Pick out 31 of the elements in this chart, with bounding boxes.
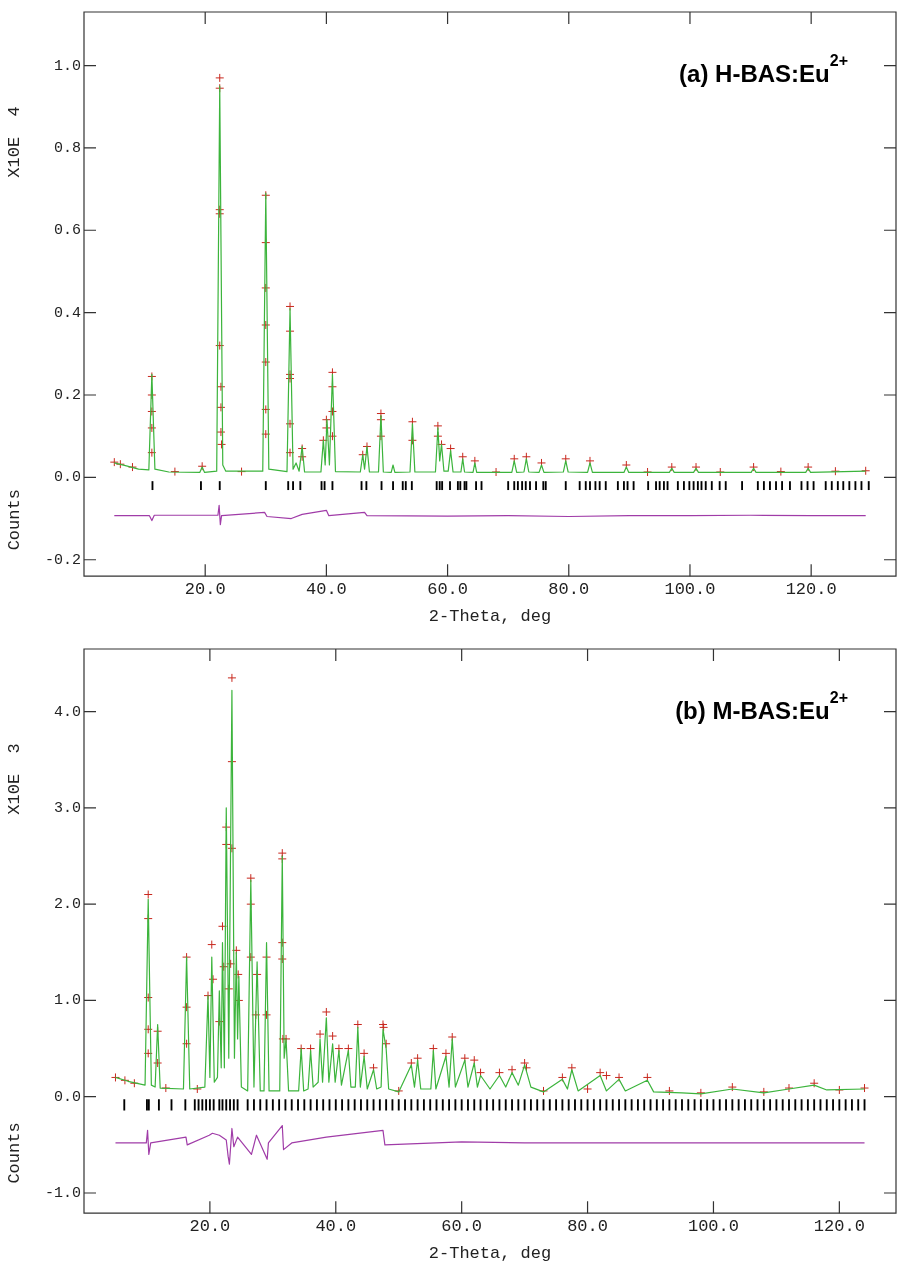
- x-tick-label: 120.0: [785, 579, 837, 599]
- y-tick-label: -1.0: [44, 1184, 81, 1202]
- y-tick-label: 0.2: [53, 386, 81, 404]
- x-tick-label: 60.0: [441, 1216, 483, 1236]
- y-tick-label: 0.0: [53, 1088, 81, 1106]
- y-tick-label: 0.6: [53, 222, 81, 240]
- y-tick-label: 1.0: [53, 992, 81, 1010]
- y-tick-label: -0.2: [44, 551, 81, 569]
- text: X10E 4: [4, 106, 24, 178]
- x-tick-label: 40.0: [315, 1216, 357, 1236]
- x-tick-label: 80.0: [548, 579, 590, 599]
- x-tick-label: 20.0: [189, 1216, 231, 1236]
- y-tick-label: 0.4: [53, 304, 81, 322]
- y-tick-label: 0.0: [53, 469, 81, 487]
- x-tick-label: 120.0: [813, 1216, 865, 1236]
- x-tick-label: 40.0: [305, 579, 347, 599]
- x-tick-label: 100.0: [687, 1216, 739, 1236]
- y-tick-label: 3.0: [53, 799, 81, 817]
- x-axis-title: 2-Theta, deg: [428, 607, 552, 627]
- x-tick-label: 80.0: [567, 1216, 608, 1236]
- x-tick-label: 60.0: [427, 579, 468, 599]
- y-tick-label: 0.8: [53, 139, 81, 157]
- y-axis-title: Counts: [4, 1122, 24, 1184]
- x-tick-label: 100.0: [664, 579, 716, 599]
- x-axis-title: 2-Theta, deg: [428, 1244, 552, 1264]
- y-tick-label: 4.0: [53, 703, 81, 721]
- y-axis-title: Counts: [4, 489, 24, 551]
- y-tick-label: 1.0: [53, 57, 81, 75]
- text: X10E 3: [4, 743, 24, 815]
- x-tick-label: 20.0: [184, 579, 226, 599]
- y-tick-label: 2.0: [53, 896, 81, 914]
